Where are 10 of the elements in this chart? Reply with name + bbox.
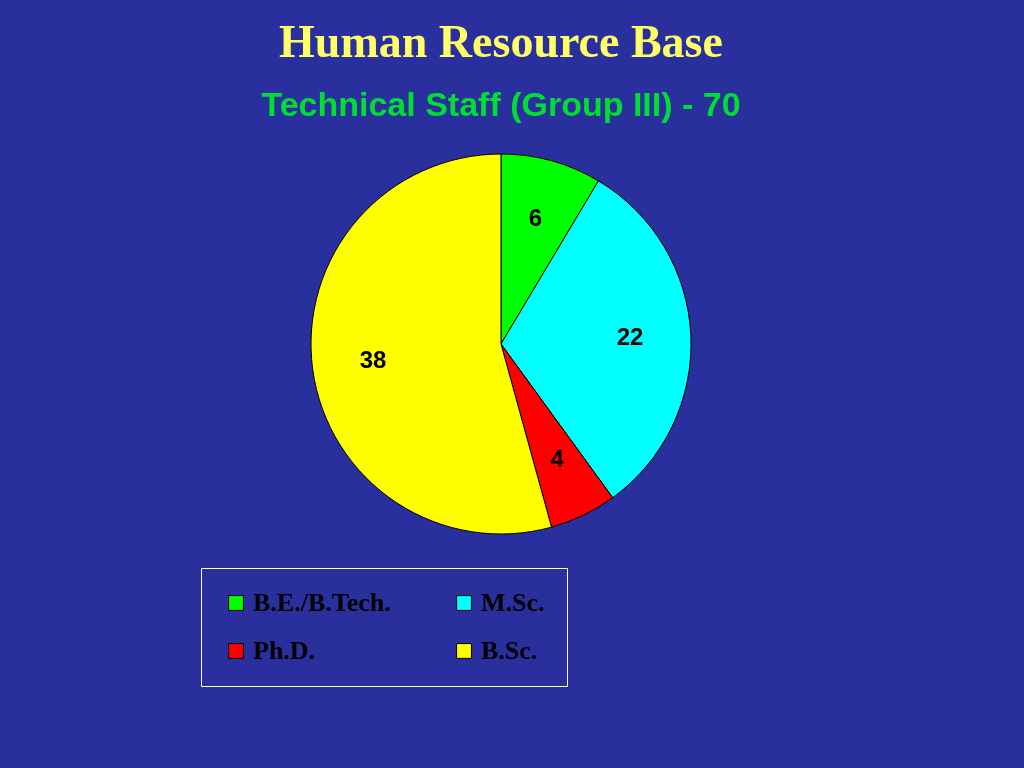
- data-label: 6: [528, 204, 543, 232]
- data-label: 4: [550, 445, 565, 473]
- data-label: 38: [359, 346, 387, 374]
- legend-label: M.Sc.: [481, 588, 545, 617]
- legend-label: Ph.D.: [253, 636, 316, 665]
- data-label: 22: [616, 323, 644, 351]
- legend-label: B.Sc.: [481, 636, 538, 665]
- legend-label: B.E./B.Tech.: [253, 588, 391, 617]
- chart-subtitle: Technical Staff (Group III) - 70: [261, 85, 741, 123]
- chart-title: Human Resource Base: [279, 16, 723, 67]
